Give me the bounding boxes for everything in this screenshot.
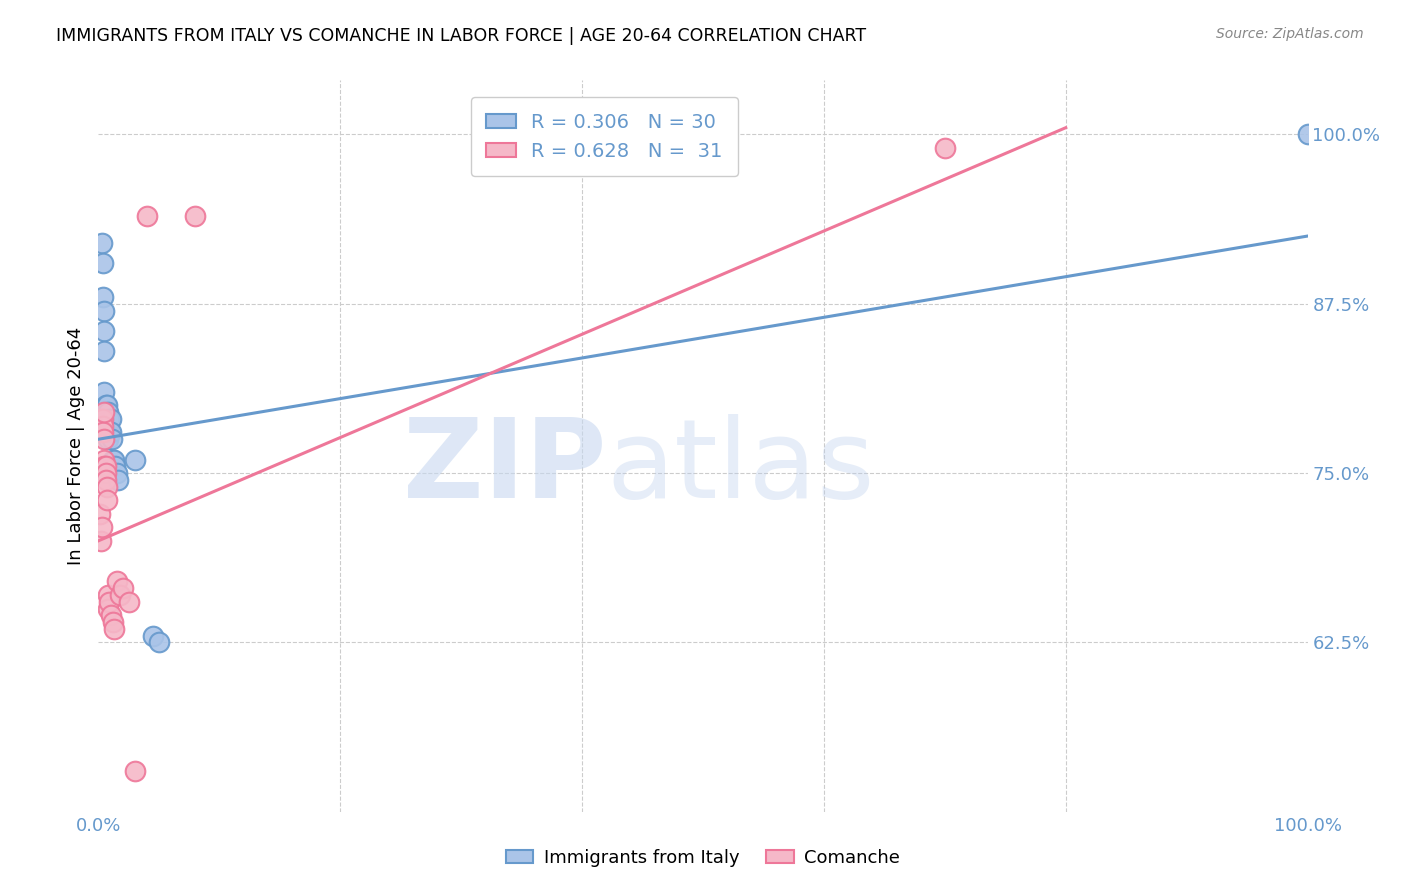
Point [111, 581, 134, 595]
Point [96, 425, 118, 440]
Point [93, 452, 115, 467]
Point [91, 520, 114, 534]
Point [94, 405, 117, 419]
Y-axis label: In Labor Force | Age 20-64: In Labor Force | Age 20-64 [66, 326, 84, 566]
Point [100, 412, 122, 426]
Text: IMMIGRANTS FROM ITALY VS COMANCHE IN LABOR FORCE | AGE 20-64 CORRELATION CHART: IMMIGRANTS FROM ITALY VS COMANCHE IN LAB… [56, 27, 866, 45]
Point [94, 398, 117, 412]
Point [118, 595, 141, 609]
Point [100, 432, 122, 446]
Point [135, 209, 157, 223]
Point [1296, 128, 1319, 142]
Point [107, 473, 129, 487]
Point [91, 412, 114, 426]
Point [104, 459, 127, 474]
Text: atlas: atlas [606, 415, 875, 522]
Point [91, 418, 114, 433]
Point [105, 574, 128, 589]
Point [98, 412, 121, 426]
Point [93, 344, 115, 359]
Point [97, 405, 120, 419]
Point [91, 256, 114, 270]
Point [142, 629, 165, 643]
Legend: Immigrants from Italy, Comanche: Immigrants from Italy, Comanche [499, 842, 907, 874]
Point [96, 493, 118, 508]
Point [103, 452, 125, 467]
Point [97, 432, 120, 446]
Point [93, 432, 115, 446]
Point [96, 412, 118, 426]
Point [97, 588, 120, 602]
Point [184, 209, 207, 223]
Point [96, 480, 118, 494]
Point [91, 290, 114, 304]
Point [105, 466, 128, 480]
Point [89, 507, 111, 521]
Point [934, 141, 956, 155]
Point [96, 398, 118, 412]
Point [124, 452, 146, 467]
Point [93, 405, 115, 419]
Point [97, 601, 120, 615]
Point [94, 459, 117, 474]
Point [101, 452, 124, 467]
Point [100, 608, 122, 623]
Legend: R = 0.306   N = 30, R = 0.628   N =  31: R = 0.306 N = 30, R = 0.628 N = 31 [471, 97, 738, 176]
Point [93, 459, 115, 474]
Point [100, 425, 122, 440]
Text: ZIP: ZIP [404, 415, 606, 522]
Point [148, 635, 170, 649]
Point [91, 235, 114, 250]
Point [91, 412, 114, 426]
Point [98, 425, 121, 440]
Point [124, 764, 146, 778]
Point [93, 303, 115, 318]
Point [94, 473, 117, 487]
Point [97, 418, 120, 433]
Point [108, 588, 131, 602]
Point [91, 425, 114, 440]
Point [93, 324, 115, 338]
Point [103, 622, 125, 636]
Text: Source: ZipAtlas.com: Source: ZipAtlas.com [1216, 27, 1364, 41]
Point [571, 120, 593, 135]
Point [96, 418, 118, 433]
Point [98, 595, 121, 609]
Point [90, 533, 112, 548]
Point [93, 384, 115, 399]
Point [94, 466, 117, 480]
Point [101, 615, 124, 629]
